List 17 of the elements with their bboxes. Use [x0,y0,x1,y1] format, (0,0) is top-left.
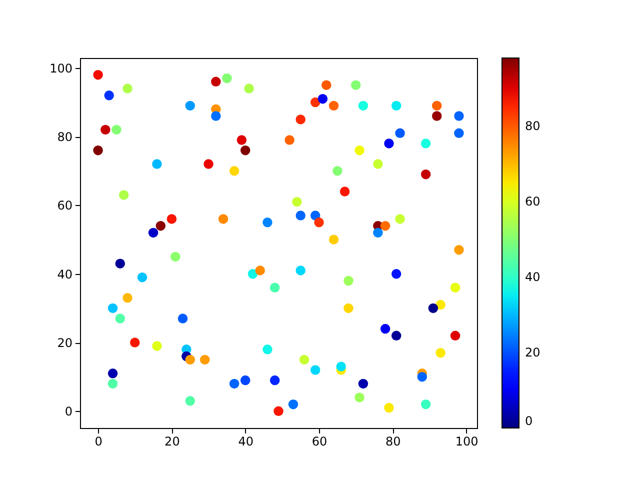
x-tick-label: 20 [164,434,180,448]
y-tick-label: 20 [57,336,72,350]
x-tick-label: 80 [386,434,401,448]
y-tick-label: 100 [50,61,72,76]
color-bar-label: 0 [525,414,533,428]
x-tick-label: 0 [94,434,102,448]
x-tick-label: 40 [238,434,254,448]
y-tick-label: 80 [57,130,72,144]
x-tick-label: 60 [312,434,328,448]
color-bar-label: 40 [525,270,540,284]
x-tick-label: 100 [455,434,478,448]
color-bar-label: 80 [525,118,540,133]
color-bar-label: 20 [525,345,540,360]
color-bar-label: 60 [525,194,540,208]
y-tick-label: 40 [57,267,72,282]
y-tick-label: 0 [64,404,72,419]
y-tick-label: 60 [57,198,72,213]
